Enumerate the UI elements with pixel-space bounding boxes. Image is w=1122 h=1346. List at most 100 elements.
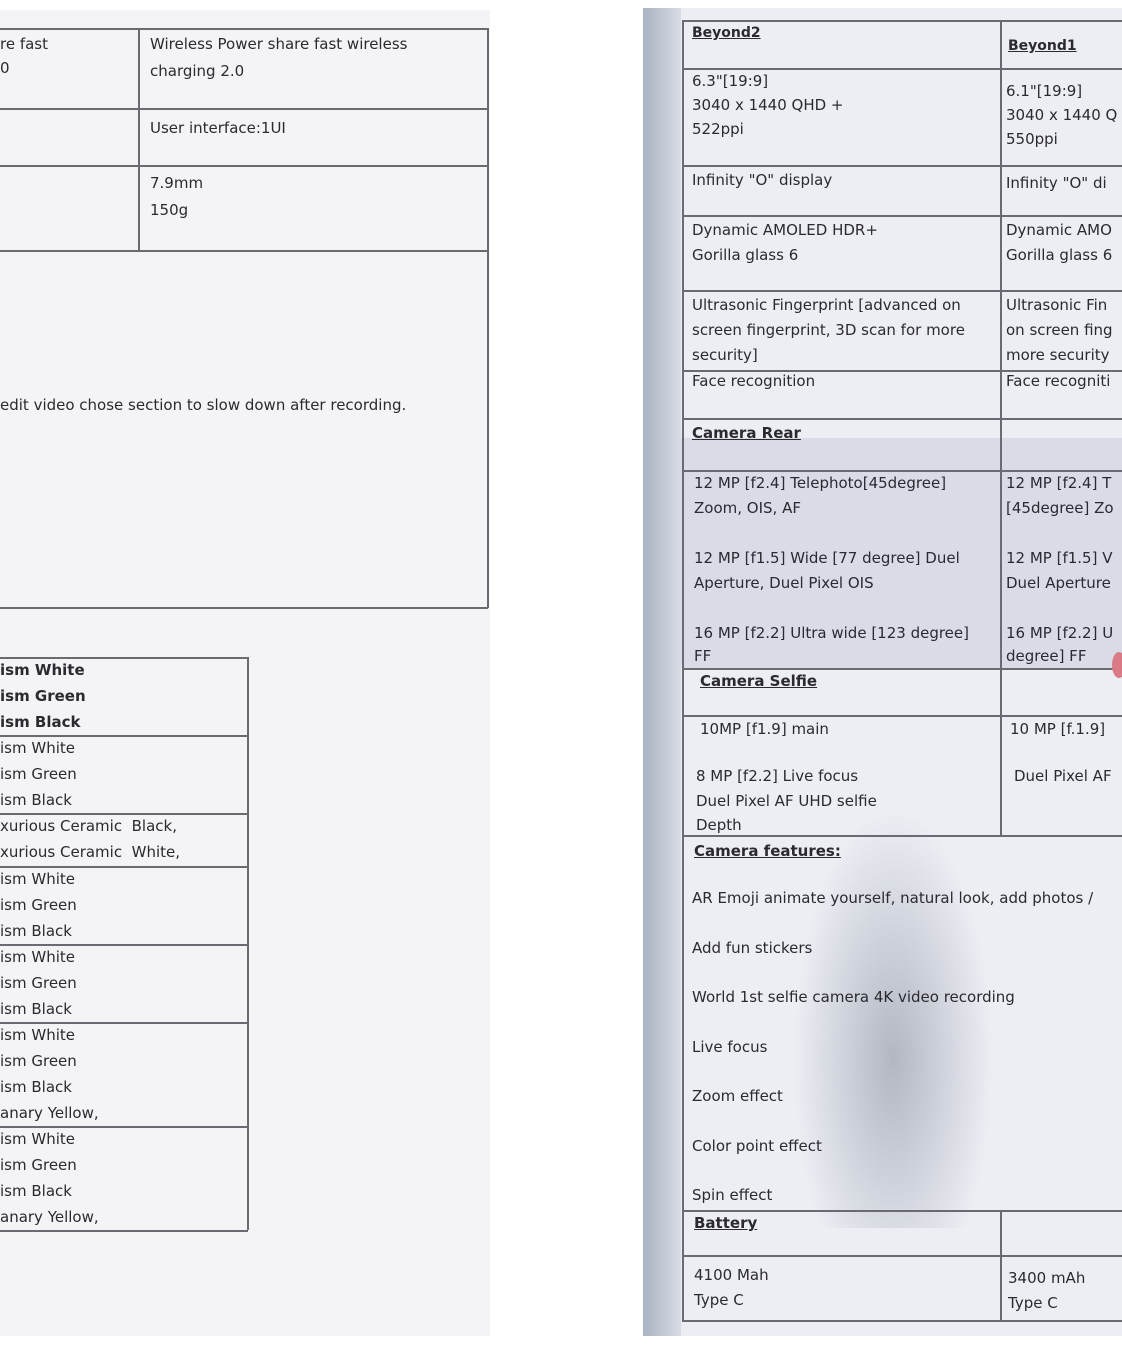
note-text: edit video chose section to slow down af…	[0, 396, 407, 414]
cell-text: Face recognition	[692, 372, 816, 390]
table-rule	[1000, 20, 1002, 835]
cell-text: 6.1"[19:9]	[1006, 82, 1083, 100]
color-option: xurious Ceramic Black,	[0, 817, 177, 835]
cell-text: 10 MP [f.1.9]	[1010, 720, 1106, 738]
color-option: ism Green	[0, 1052, 77, 1070]
cell-text: more security	[1006, 346, 1110, 364]
cell-text: Zoom, OIS, AF	[694, 499, 801, 517]
table-rule	[247, 657, 249, 1230]
cell-text: Camera Selfie	[700, 672, 818, 690]
color-option: ism Black	[0, 1182, 72, 1200]
cell-text: Add fun stickers	[692, 938, 813, 957]
column-header-beyond1: Beyond1	[1008, 38, 1077, 54]
cell-text: 4100 Mah	[694, 1266, 769, 1284]
cell-text: 0	[0, 59, 10, 77]
table-rule	[0, 165, 488, 167]
table-rule	[682, 1255, 1122, 1257]
table-rule	[0, 735, 248, 737]
cell-text: Type C	[694, 1291, 744, 1309]
cell-text: Ultrasonic Fingerprint [advanced on	[692, 296, 961, 314]
cell-text: Type C	[1008, 1294, 1058, 1312]
cell-text: Dynamic AMOLED HDR+	[692, 221, 878, 239]
table-rule	[0, 108, 488, 110]
table-rule	[682, 290, 1122, 292]
cell-text: AR Emoji animate yourself, natural look,…	[692, 889, 1094, 907]
color-option: ism White	[0, 739, 75, 757]
cell-text: on screen fing	[1006, 321, 1113, 339]
cell-text: 12 MP [f2.4] T	[1006, 474, 1112, 492]
left-document-page	[0, 10, 490, 1336]
cell-text: 10MP [f1.9] main	[700, 720, 829, 738]
cell-text: Camera features:	[694, 842, 841, 860]
table-rule	[0, 1022, 248, 1024]
cell-text: Infinity "O" display	[692, 171, 833, 189]
cell-text: 12 MP [f2.4] Telephoto[45degree]	[694, 474, 947, 492]
cell-text: User interface:1UI	[150, 119, 286, 137]
camera-rear-shading	[681, 438, 1122, 668]
cell-text: charging 2.0	[150, 62, 245, 80]
color-option: anary Yellow,	[0, 1104, 99, 1122]
cell-text: Wireless Power share fast wireless	[150, 35, 408, 53]
cell-text: Zoom effect	[692, 1087, 783, 1105]
color-option: anary Yellow,	[0, 1208, 99, 1226]
table-rule	[682, 470, 1122, 472]
table-rule	[682, 20, 1122, 22]
cell-text: Live focus	[692, 1037, 768, 1056]
cell-text: 16 MP [f2.2] U	[1006, 624, 1114, 642]
color-option: ism Black	[0, 713, 81, 731]
table-rule	[682, 1210, 1122, 1212]
cell-text: Duel Aperture	[1006, 574, 1111, 592]
table-rule	[682, 418, 1122, 420]
cell-text: Duel Pixel AF	[1014, 767, 1112, 785]
cell-text: 12 MP [f1.5] V	[1006, 549, 1113, 567]
cell-text: degree] FF	[1006, 647, 1087, 665]
cell-text: security]	[692, 346, 758, 364]
table-rule	[0, 1126, 248, 1128]
cell-text: Infinity "O" di	[1006, 174, 1107, 192]
table-rule	[1000, 1210, 1002, 1320]
cell-text: 3040 x 1440 QHD +	[692, 96, 844, 114]
right-document-page	[643, 8, 1122, 1336]
page-box-rule	[487, 28, 489, 608]
table-rule	[0, 813, 248, 815]
page-box-rule	[0, 607, 488, 609]
table-rule	[0, 28, 488, 30]
cell-text: re fast	[0, 35, 49, 53]
cell-text: Dynamic AMO	[1006, 221, 1112, 239]
table-rule	[138, 28, 140, 250]
cell-text: 12 MP [f1.5] Wide [77 degree] Duel	[694, 549, 960, 567]
color-option: ism Green	[0, 765, 77, 783]
color-option: ism Black	[0, 1078, 72, 1096]
table-rule	[0, 866, 248, 868]
table-rule	[0, 657, 248, 659]
table-rule	[0, 944, 248, 946]
table-rule	[682, 370, 1122, 372]
color-option: ism Green	[0, 896, 77, 914]
cell-text: Gorilla glass 6	[692, 246, 799, 264]
color-option: ism White	[0, 661, 85, 679]
cell-text: World 1st selfie camera 4K video recordi…	[692, 988, 1015, 1006]
table-rule	[682, 668, 1122, 670]
hand-shadow	[793, 808, 993, 1228]
table-rule	[682, 715, 1122, 717]
cell-text: 150g	[150, 201, 189, 219]
cell-text: 3400 mAh	[1008, 1269, 1086, 1287]
cell-text: [45degree] Zo	[1006, 499, 1114, 517]
cell-text: Camera Rear	[692, 424, 801, 442]
color-option: ism White	[0, 870, 75, 888]
column-header-beyond2: Beyond2	[692, 25, 761, 41]
cell-text: 550ppi	[1006, 130, 1058, 148]
cell-text: Aperture, Duel Pixel OIS	[694, 574, 874, 592]
color-option: ism Black	[0, 922, 72, 940]
color-option: xurious Ceramic White,	[0, 843, 180, 861]
table-rule	[682, 165, 1122, 167]
table-rule	[682, 835, 1122, 837]
color-option: ism Green	[0, 687, 86, 705]
table-rule	[682, 20, 684, 1320]
cell-text: Spin effect	[692, 1186, 773, 1204]
color-option: ism Green	[0, 974, 77, 992]
color-option: ism Green	[0, 1156, 77, 1174]
color-option: ism White	[0, 948, 75, 966]
table-rule	[0, 1230, 248, 1232]
cell-text: 16 MP [f2.2] Ultra wide [123 degree]	[694, 624, 969, 642]
